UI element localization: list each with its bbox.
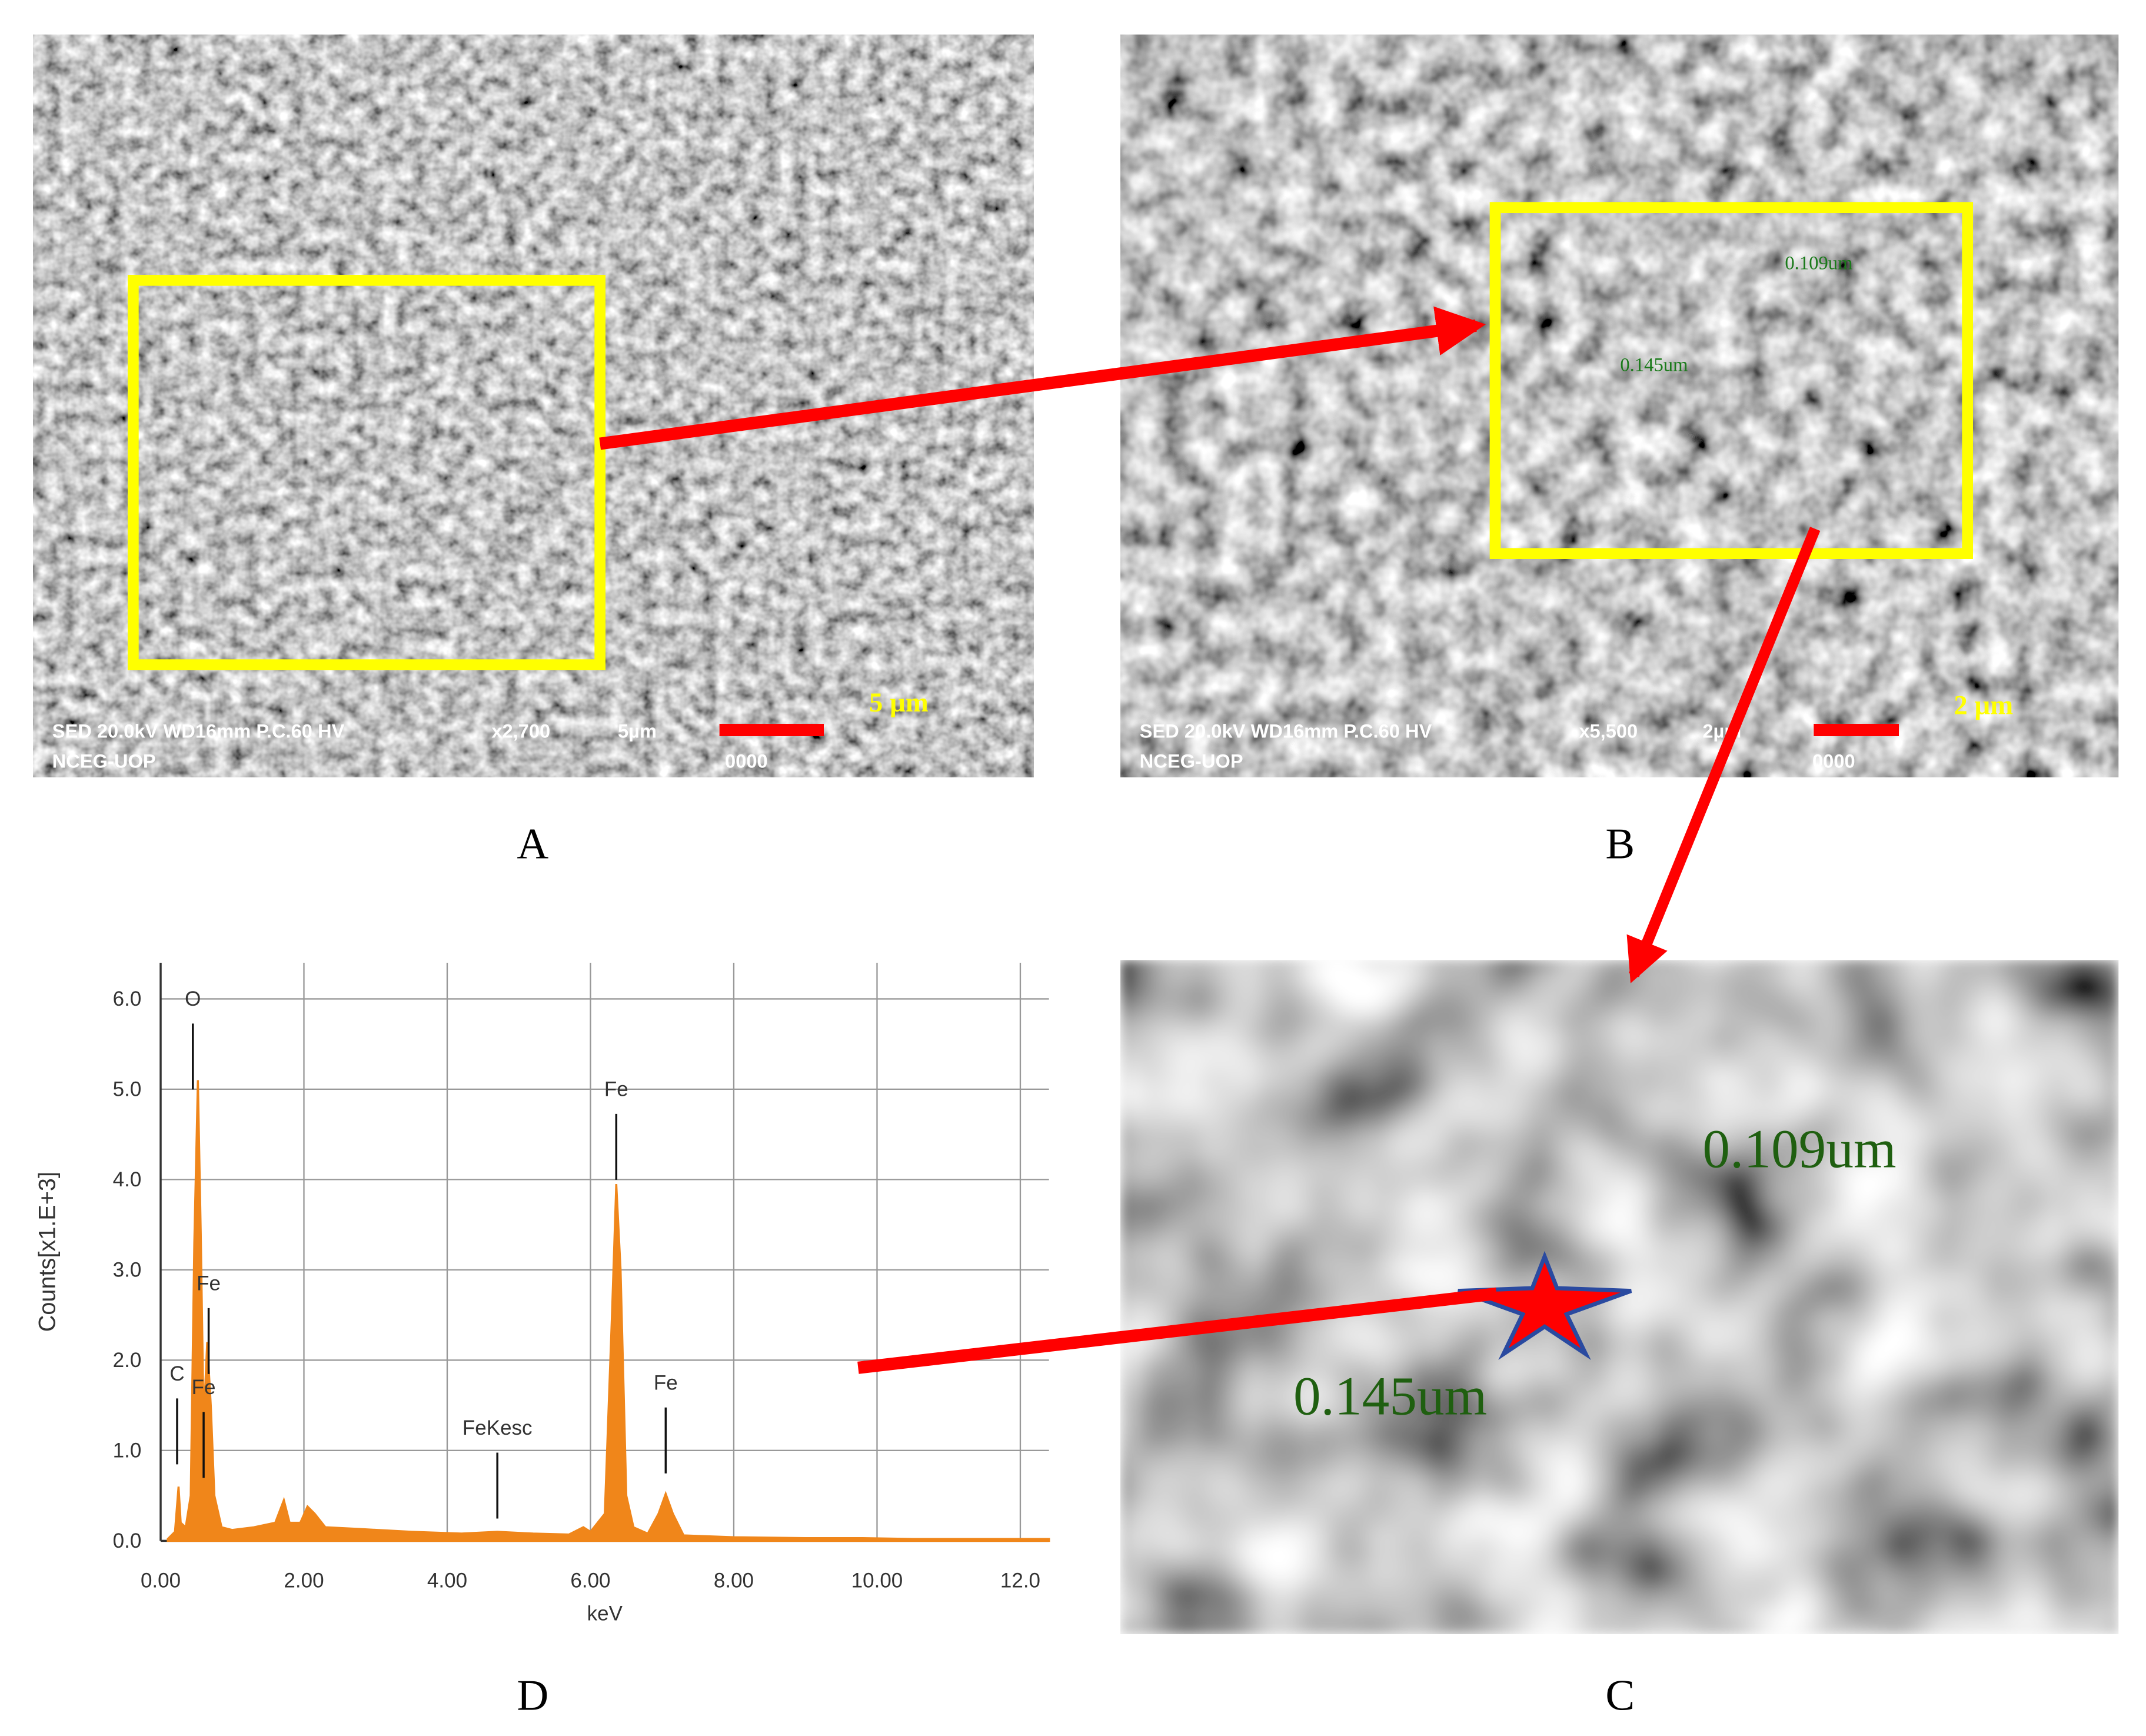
zoom-box (128, 275, 605, 670)
scale-bar (1814, 724, 1899, 736)
measurement: 0.109um (1785, 253, 1852, 274)
scale-label: 5 µm (869, 687, 929, 718)
peak-label: Fe (197, 1272, 221, 1295)
sem-image-c: 0.109um 0.145um (1120, 960, 2119, 1634)
sem-info: SED 20.0kV WD16mm P.C.60 HV (1140, 720, 1432, 741)
panel-label: A (517, 820, 548, 869)
x-tick-label: 0.00 (141, 1569, 181, 1592)
peak-label: FeKesc (463, 1416, 533, 1439)
arrow (599, 306, 1486, 450)
arrow (1626, 527, 1821, 983)
sem-code: 0000 (725, 750, 768, 772)
x-tick-label: 4.00 (427, 1569, 467, 1592)
peak-label: Fe (654, 1371, 678, 1394)
peak-label: O (185, 987, 201, 1010)
y-tick-label: 4.0 (113, 1168, 142, 1191)
panel-label: D (517, 1671, 548, 1720)
zoom-box (1489, 202, 1973, 559)
panel-label: C (1605, 1671, 1635, 1720)
sem-info: SED 20.0kV WD16mm P.C.60 HV (52, 720, 345, 741)
y-tick-label: 3.0 (113, 1259, 142, 1282)
sem-texture (1120, 34, 2119, 777)
x-tick-label: 6.00 (570, 1569, 610, 1592)
x-tick-label: 12.0 (1000, 1569, 1040, 1592)
y-tick-label: 6.0 (113, 987, 142, 1010)
y-axis-label: Counts[x1.E+3] (34, 1172, 60, 1332)
y-tick-label: 5.0 (113, 1078, 142, 1101)
peak-label: C (169, 1362, 184, 1385)
spectrum (167, 1080, 1050, 1542)
sem-code: 0000 (1812, 750, 1855, 772)
sem-lab: NCEG-UOP (52, 750, 156, 772)
x-tick-label: 8.00 (714, 1569, 754, 1592)
measurement: 0.145um (1620, 354, 1688, 375)
sem-lab: NCEG-UOP (1140, 750, 1243, 772)
scale-bar (719, 724, 824, 736)
measurement: 0.109um (1702, 1119, 1896, 1180)
sem-image-b: 0.109um 0.145um SED 20.0kV WD16mm P.C.60… (1120, 34, 2119, 777)
x-axis-label: keV (587, 1602, 623, 1625)
sem-scale: 5µm (618, 720, 657, 741)
y-tick-label: 2.0 (113, 1349, 142, 1372)
x-tick-label: 10.00 (851, 1569, 903, 1592)
peak-label: Fe (192, 1376, 216, 1399)
x-tick-label: 2.00 (284, 1569, 324, 1592)
y-tick-label: 0.0 (113, 1529, 142, 1552)
arrow (857, 1287, 1498, 1374)
sem-magnification: x5,500 (1579, 720, 1638, 741)
y-tick-label: 1.0 (113, 1439, 142, 1462)
peak-label: Fe (604, 1078, 628, 1101)
eds-spectrum: 0.00 2.00 4.00 6.00 8.00 10.00 12.0 0.0 1.0 2.0 3.… (34, 963, 1050, 1625)
measurement: 0.145um (1293, 1366, 1487, 1427)
scale-label: 2 µm (1954, 690, 2013, 721)
panel-label: B (1605, 820, 1635, 869)
sem-magnification: x2,700 (491, 720, 550, 741)
